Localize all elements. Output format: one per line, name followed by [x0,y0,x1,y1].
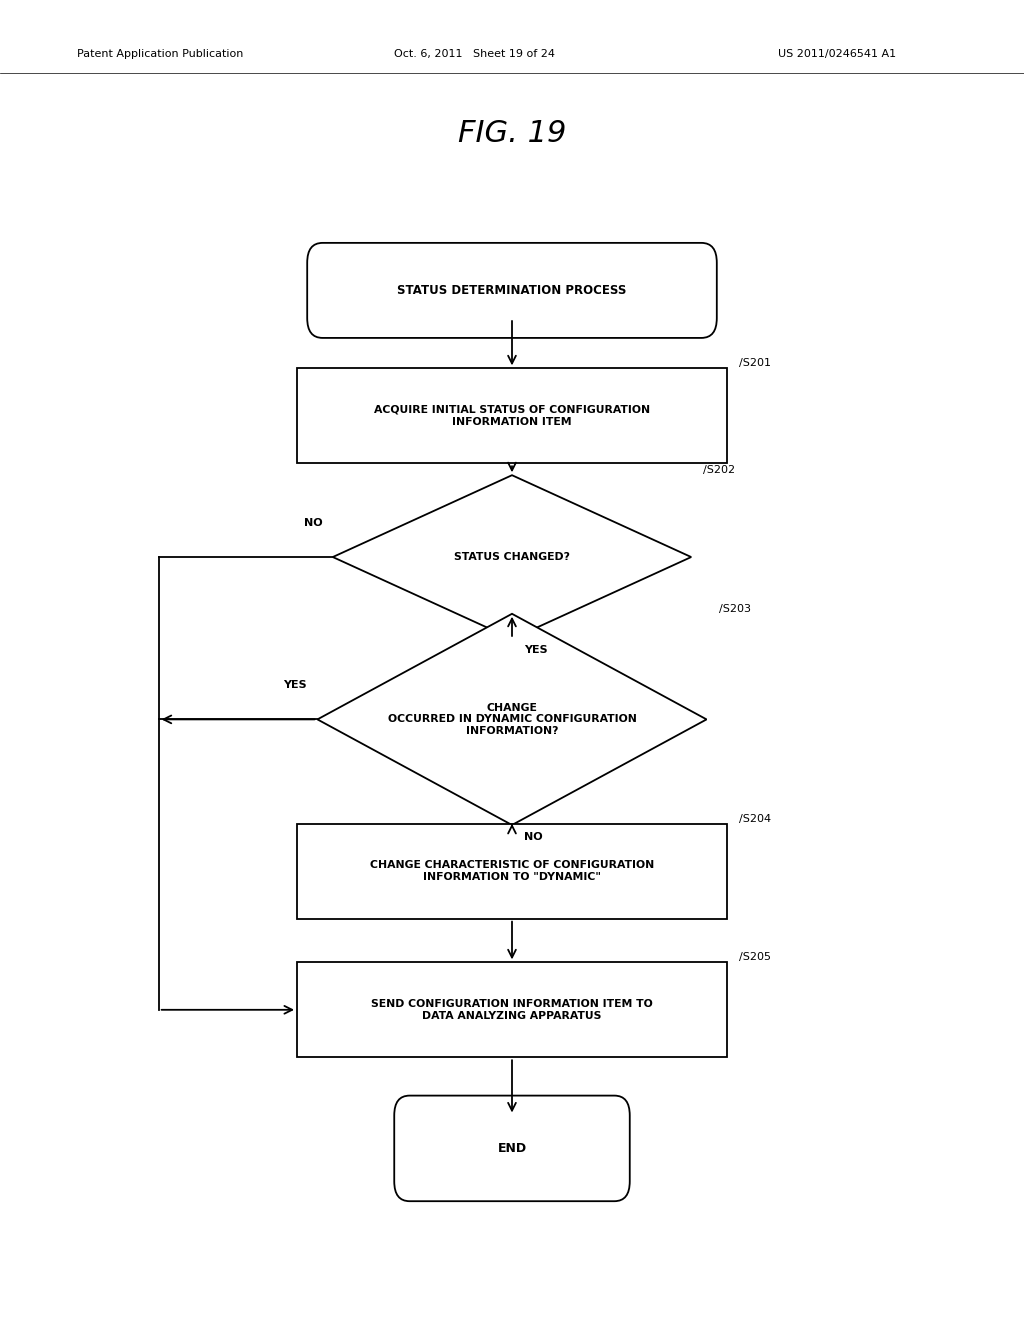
Text: ∕S202: ∕S202 [703,465,735,475]
Bar [297,962,727,1057]
Text: YES: YES [284,680,307,690]
FancyBboxPatch shape [394,1096,630,1201]
Text: CHANGE CHARACTERISTIC OF CONFIGURATION
INFORMATION TO "DYNAMIC": CHANGE CHARACTERISTIC OF CONFIGURATION I… [370,861,654,882]
Text: ∕S205: ∕S205 [739,952,771,962]
Text: US 2011/0246541 A1: US 2011/0246541 A1 [778,49,896,59]
Text: STATUS CHANGED?: STATUS CHANGED? [454,552,570,562]
Text: FIG. 19: FIG. 19 [458,119,566,148]
Text: NO: NO [524,832,543,842]
Text: NO: NO [304,517,323,528]
FancyBboxPatch shape [307,243,717,338]
Text: ∕S201: ∕S201 [739,358,771,368]
Text: Patent Application Publication: Patent Application Publication [77,49,243,59]
Text: ∕S204: ∕S204 [739,813,771,824]
Bar [297,824,727,919]
Text: ∕S203: ∕S203 [719,603,751,614]
Text: END: END [498,1142,526,1155]
Polygon shape [333,475,691,639]
Polygon shape [317,614,707,825]
Text: SEND CONFIGURATION INFORMATION ITEM TO
DATA ANALYZING APPARATUS: SEND CONFIGURATION INFORMATION ITEM TO D… [371,999,653,1020]
Bar [297,368,727,463]
Text: Oct. 6, 2011   Sheet 19 of 24: Oct. 6, 2011 Sheet 19 of 24 [394,49,555,59]
Text: STATUS DETERMINATION PROCESS: STATUS DETERMINATION PROCESS [397,284,627,297]
Text: ACQUIRE INITIAL STATUS OF CONFIGURATION
INFORMATION ITEM: ACQUIRE INITIAL STATUS OF CONFIGURATION … [374,405,650,426]
Text: CHANGE
OCCURRED IN DYNAMIC CONFIGURATION
INFORMATION?: CHANGE OCCURRED IN DYNAMIC CONFIGURATION… [387,702,637,737]
Text: YES: YES [524,645,548,656]
